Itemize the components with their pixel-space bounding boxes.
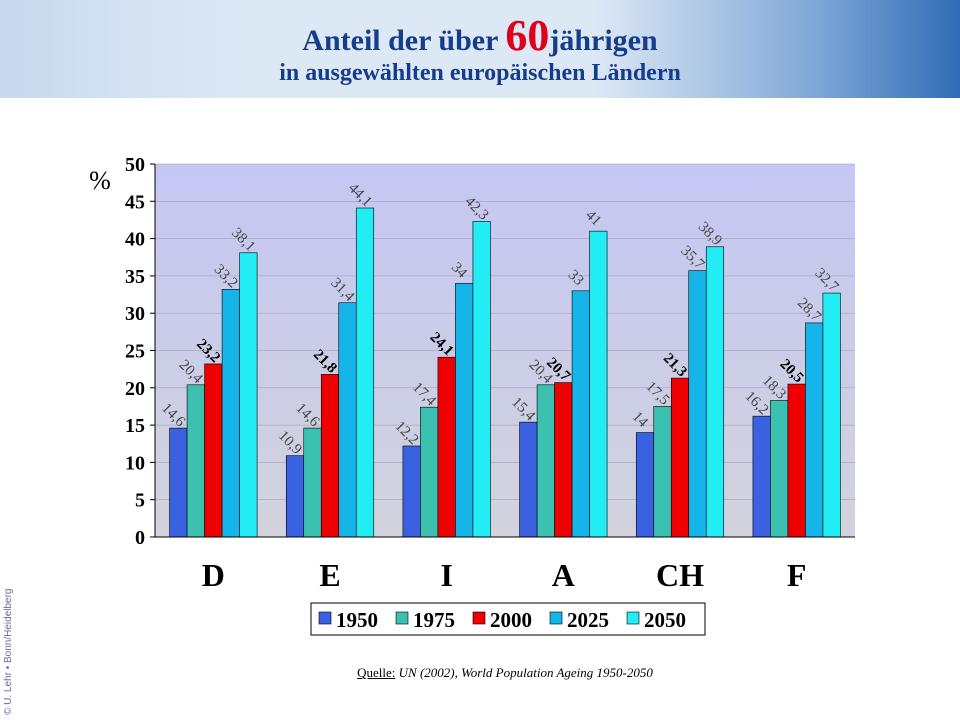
bar-2000-CH xyxy=(670,377,690,538)
legend-swatch-1950 xyxy=(318,611,332,625)
legend-label: 1950 xyxy=(336,608,378,632)
legend-box xyxy=(310,602,706,636)
y-tick-label: 35 xyxy=(125,266,145,288)
title-prefix: Anteil der über xyxy=(302,24,506,57)
bar-1950-A xyxy=(519,421,538,538)
bar-2000-A xyxy=(554,382,573,538)
bar-1975-E xyxy=(303,427,322,538)
source-reference: UN (2002), World Population Ageing 1950-… xyxy=(395,665,653,680)
title-suffix: jährigen xyxy=(549,24,658,57)
bar-2025-I xyxy=(455,283,474,538)
y-tick-label: 50 xyxy=(125,154,145,176)
y-tick-label: 45 xyxy=(125,191,145,213)
bar-2050-F xyxy=(822,292,841,538)
bar-2000-D xyxy=(204,363,223,538)
y-tick-label: 25 xyxy=(125,341,145,363)
bar-2000-F xyxy=(787,383,806,538)
bar-2025-F xyxy=(805,322,824,538)
bar-1975-F xyxy=(770,400,789,538)
bar-1975-CH xyxy=(653,406,672,538)
category-label: I xyxy=(440,557,452,593)
slide-subtitle: in ausgewählten europäischen Ländern xyxy=(279,60,681,86)
category-label: A xyxy=(552,557,575,593)
source-note: Quelle: UN (2002), World Population Agei… xyxy=(0,665,960,681)
legend-label: 2050 xyxy=(644,608,686,632)
bar-2025-D xyxy=(221,289,240,538)
y-tick-label: 5 xyxy=(135,490,145,512)
legend-swatch-2050 xyxy=(626,611,640,625)
bar-2050-I xyxy=(472,221,491,538)
bar-1950-E xyxy=(285,455,305,538)
category-label: CH xyxy=(656,557,704,593)
bar-1950-CH xyxy=(635,432,655,538)
legend-swatch-2025 xyxy=(549,611,563,625)
y-tick-label: 0 xyxy=(135,527,145,549)
bar-2025-E xyxy=(338,302,357,538)
y-tick-label: 15 xyxy=(125,415,145,437)
bar-2050-D xyxy=(239,252,258,538)
bar-1975-I xyxy=(420,406,439,538)
bar-2000-I xyxy=(437,356,456,538)
bar-1950-D xyxy=(169,427,188,538)
legend-label: 2025 xyxy=(567,608,609,632)
bar-2050-E xyxy=(355,207,375,538)
category-label: F xyxy=(787,557,807,593)
bar-1950-I xyxy=(402,445,421,538)
title-number: 60 xyxy=(505,11,550,60)
source-label: Quelle: xyxy=(357,665,396,680)
bar-2000-E xyxy=(320,374,340,538)
bar-1950-F xyxy=(752,415,771,538)
copyright-note: © U. Lehr • Bonn/Heidelberg xyxy=(3,588,14,716)
bar-1975-D xyxy=(186,384,205,538)
bar-2050-CH xyxy=(705,246,725,538)
y-tick-label: 40 xyxy=(125,229,145,251)
legend-label: 1975 xyxy=(413,608,455,632)
bar-2050-A xyxy=(589,230,608,538)
y-tick-label: 30 xyxy=(125,303,145,325)
category-label: D xyxy=(202,557,225,593)
slide-title: Anteil der über 60jährigen xyxy=(0,10,960,61)
legend-swatch-2000 xyxy=(472,611,486,625)
y-tick-label: 10 xyxy=(125,452,145,474)
y-tick-label: 20 xyxy=(125,378,145,400)
category-label: E xyxy=(319,557,340,593)
legend-swatch-1975 xyxy=(395,611,409,625)
legend-label: 2000 xyxy=(490,608,532,632)
bar-2025-CH xyxy=(688,270,707,538)
bar-1975-A xyxy=(536,384,555,538)
header-banner xyxy=(0,0,960,98)
bar-2025-A xyxy=(571,290,590,538)
y-axis-unit: % xyxy=(89,166,111,195)
